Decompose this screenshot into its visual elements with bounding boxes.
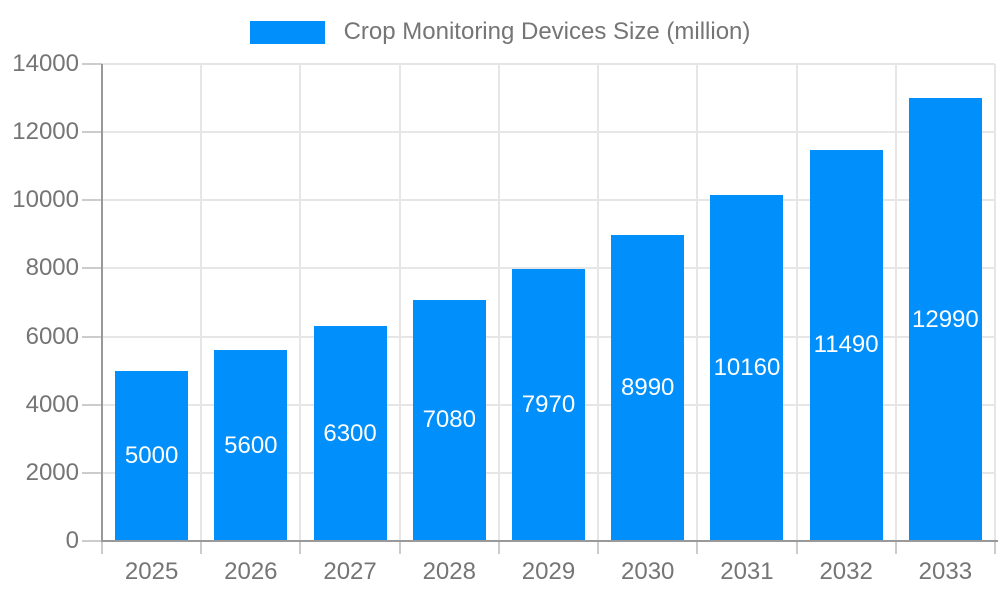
bar-value-label: 12990	[912, 305, 979, 333]
x-axis-tick	[398, 541, 401, 554]
bar-value-label: 7080	[422, 406, 476, 434]
gridline-vertical	[696, 64, 699, 541]
y-axis-label: 2000	[25, 458, 79, 486]
x-axis-tick	[200, 541, 203, 554]
gridline-horizontal	[102, 63, 995, 65]
y-axis-tick	[82, 471, 102, 474]
gridline-vertical	[994, 64, 996, 541]
bar-value-label: 10160	[713, 353, 781, 381]
bar[interactable]	[809, 149, 883, 541]
legend-swatch	[249, 20, 325, 44]
gridline-vertical	[795, 64, 798, 541]
bar[interactable]	[512, 269, 585, 541]
x-axis-line	[101, 540, 998, 542]
gridline-horizontal	[102, 199, 995, 202]
x-axis-label: 2026	[224, 558, 278, 585]
bar[interactable]	[313, 326, 387, 541]
bar-value-label: 5600	[224, 431, 278, 459]
gridline-vertical	[299, 64, 302, 541]
legend[interactable]: Crop Monitoring Devices Size (million)	[0, 19, 1000, 45]
x-axis-tick	[696, 541, 699, 554]
bar-value-label: 6300	[323, 419, 377, 447]
bar[interactable]	[611, 234, 685, 541]
bar[interactable]	[710, 194, 784, 541]
gridline-horizontal	[102, 131, 995, 134]
y-axis-line	[101, 64, 103, 541]
y-axis-tick	[82, 403, 102, 406]
gridline-vertical	[894, 64, 897, 541]
y-axis-label: 8000	[25, 254, 79, 282]
y-axis-label: 12000	[12, 118, 79, 146]
x-axis-label: 2030	[621, 558, 675, 585]
bar[interactable]	[115, 370, 189, 541]
legend-label: Crop Monitoring Devices Size (million)	[343, 18, 751, 45]
x-axis-label: 2028	[422, 558, 476, 585]
x-axis-label: 2029	[521, 558, 576, 585]
gridline-vertical	[597, 64, 600, 541]
bar[interactable]	[908, 98, 982, 541]
y-axis-tick	[82, 199, 102, 202]
x-axis-tick	[299, 541, 302, 554]
y-axis-label: 6000	[25, 322, 79, 350]
x-axis-label: 2033	[918, 558, 973, 585]
x-axis-tick	[894, 541, 897, 554]
x-axis-label: 2032	[819, 558, 873, 585]
gridline-horizontal	[102, 267, 995, 270]
y-axis-tick	[82, 131, 102, 134]
x-axis-label: 2031	[720, 558, 774, 585]
gridline-vertical	[398, 64, 401, 541]
bar-value-label: 8990	[621, 373, 675, 401]
bar[interactable]	[214, 350, 288, 541]
x-axis-tick	[101, 541, 103, 554]
x-axis-label: 2025	[124, 558, 179, 585]
x-axis-tick	[597, 541, 600, 554]
bar-value-label: 7970	[521, 391, 576, 419]
y-axis-tick	[82, 540, 102, 542]
y-axis-label: 4000	[25, 390, 79, 418]
x-axis-tick	[994, 541, 996, 554]
bar-value-label: 5000	[124, 441, 179, 469]
y-axis-label: 0	[65, 527, 79, 554]
y-axis-tick	[82, 335, 102, 338]
bar-value-label: 11490	[813, 331, 879, 359]
y-axis-tick	[82, 63, 102, 65]
gridline-vertical	[497, 64, 500, 541]
y-axis-tick	[82, 267, 102, 270]
y-axis-label: 14000	[12, 50, 79, 77]
x-axis-tick	[795, 541, 798, 554]
x-axis-label: 2027	[323, 558, 377, 585]
y-axis-label: 10000	[12, 186, 79, 214]
bar[interactable]	[412, 299, 486, 541]
gridline-vertical	[200, 64, 203, 541]
x-axis-tick	[497, 541, 500, 554]
